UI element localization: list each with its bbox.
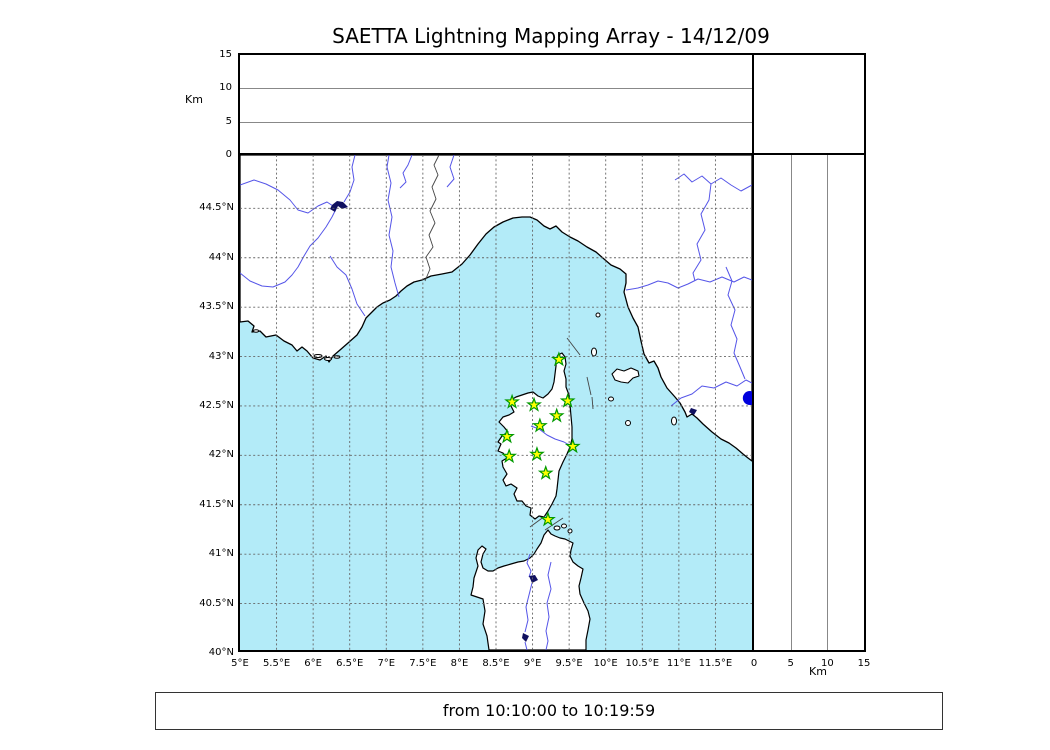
france-italy-border: [424, 155, 440, 282]
latitude-tick-label: 43°N: [208, 350, 234, 362]
island-porquerolles: [313, 354, 323, 358]
altitude-tick-label: 15: [857, 658, 871, 669]
altitude-tick-label: 0: [225, 149, 232, 160]
island-montecristo: [625, 420, 631, 426]
saetta-station-marker: [537, 464, 554, 480]
figure-title: SAETTA Lightning Mapping Array - 14/12/0…: [332, 24, 770, 48]
longitude-tick-label: 9°E: [523, 658, 542, 669]
river-stura: [399, 155, 413, 189]
river-ubaye: [343, 155, 356, 203]
river-tanaro: [446, 155, 455, 188]
latitude-tick-label: 40°N: [208, 646, 234, 658]
island-pianosa: [608, 396, 614, 402]
time-range-box: from 10:10:00 to 10:19:59: [155, 692, 943, 730]
island-maddalena-2: [561, 523, 567, 529]
altitude-tick-label: 0: [750, 658, 758, 669]
maritime-boundary-bonifacio-2: [544, 517, 564, 531]
map-panel: [238, 153, 754, 652]
saetta-station-marker: [550, 351, 567, 367]
latitude-tick-label: 41°N: [208, 548, 234, 560]
river-tirso: [524, 582, 533, 650]
longitude-tick-label: 6°E: [304, 658, 322, 669]
longitude-tick-label: 10.5°E: [625, 658, 660, 669]
latitude-tick-label: 42.5°N: [199, 399, 234, 411]
time-range-text: from 10:10:00 to 10:19:59: [442, 701, 656, 720]
altitude-tick-label: 5: [225, 115, 232, 127]
river-ombrone: [670, 379, 752, 407]
lake-serre-poncon: [330, 201, 348, 212]
altitude-axis-label: Km: [185, 93, 203, 106]
longitude-tick-label: 11°E: [666, 658, 691, 669]
island-giglio: [671, 416, 677, 426]
river-tiber: [725, 266, 746, 380]
saetta-station-marker: [526, 396, 542, 412]
maritime-boundary-3: [591, 396, 594, 410]
altitude-vs-latitude-panel: [752, 153, 866, 652]
altitude-gridline: [240, 121, 752, 123]
longitude-tick-label: 9.5°E: [555, 658, 583, 669]
map-graticule-layer: [240, 155, 752, 650]
saetta-station-marker: [540, 511, 556, 527]
river-upper-left: [240, 179, 334, 214]
island-caprera: [567, 528, 573, 534]
latitude-tick-label: 40.5°N: [199, 597, 234, 609]
island-capraia: [591, 347, 597, 357]
saetta-station-marker: [501, 448, 518, 464]
lake-omodeo: [522, 633, 529, 642]
longitude-tick-label: 6.5°E: [336, 658, 364, 669]
map-data-layer: [499, 351, 752, 527]
latitude-tick-label: 44°N: [208, 251, 234, 263]
island-frioul: [253, 329, 259, 333]
river-var: [386, 155, 400, 298]
latitude-tick-label: 41.5°N: [199, 498, 234, 510]
river-argens: [329, 255, 366, 317]
saetta-station-marker: [548, 407, 565, 423]
altitude-gridline: [827, 155, 829, 650]
saetta-station-marker: [531, 417, 548, 433]
river-posada: [545, 561, 552, 650]
latitude-tick-label: 42°N: [208, 449, 234, 461]
lightning-source-marker: [742, 391, 752, 406]
longitude-tick-label: 5.5°E: [262, 658, 291, 669]
island-port-cros: [324, 357, 332, 361]
altitude-tick-label: 5: [787, 658, 794, 669]
map-svg: [240, 155, 752, 650]
saetta-station-marker: [504, 393, 521, 409]
altitude-tick-label: 15: [219, 49, 232, 60]
saetta-station-marker: [499, 428, 515, 444]
altitude-gridline: [790, 155, 792, 650]
river-durance: [240, 208, 337, 288]
longitude-tick-label: 10°E: [593, 658, 618, 669]
corner-panel: [752, 53, 866, 157]
lake-coghinas: [529, 575, 538, 583]
longitude-tick-label: 7°E: [377, 658, 396, 669]
coastline-layer: [240, 155, 752, 650]
saetta-station-marker: [559, 392, 576, 408]
elba-island: [611, 367, 640, 384]
mainland-coast: [240, 155, 752, 462]
saetta-station-marker: [564, 438, 581, 454]
altitude-vs-longitude-panel: [238, 53, 754, 157]
corsica-coast: [497, 352, 573, 520]
longitude-tick-label: 5°E: [231, 658, 249, 669]
saetta-station-marker: [529, 446, 545, 462]
latitude-tick-label: 43.5°N: [199, 301, 234, 313]
maritime-boundary-2: [586, 376, 592, 396]
altitude-tick-label: 10: [219, 82, 232, 94]
river-coghinas: [526, 553, 532, 578]
lagoon-orbetello: [689, 408, 697, 415]
altitude-tick-label: 10: [820, 658, 834, 669]
longitude-tick-label: 11.5°E: [698, 658, 733, 669]
longitude-tick-label: 8.5°E: [482, 658, 510, 669]
altitude-axis-label-bottom: Km: [809, 665, 827, 678]
island-gorgona: [595, 312, 601, 318]
longitude-tick-label: 8°E: [450, 658, 469, 669]
altitude-gridline: [240, 88, 752, 90]
latitude-tick-label: 44.5°N: [199, 202, 234, 214]
river-tiber-upper: [692, 183, 712, 282]
river-arno: [625, 276, 752, 291]
longitude-tick-label: 7.5°E: [409, 658, 437, 669]
island-maddalena-1: [553, 525, 561, 531]
